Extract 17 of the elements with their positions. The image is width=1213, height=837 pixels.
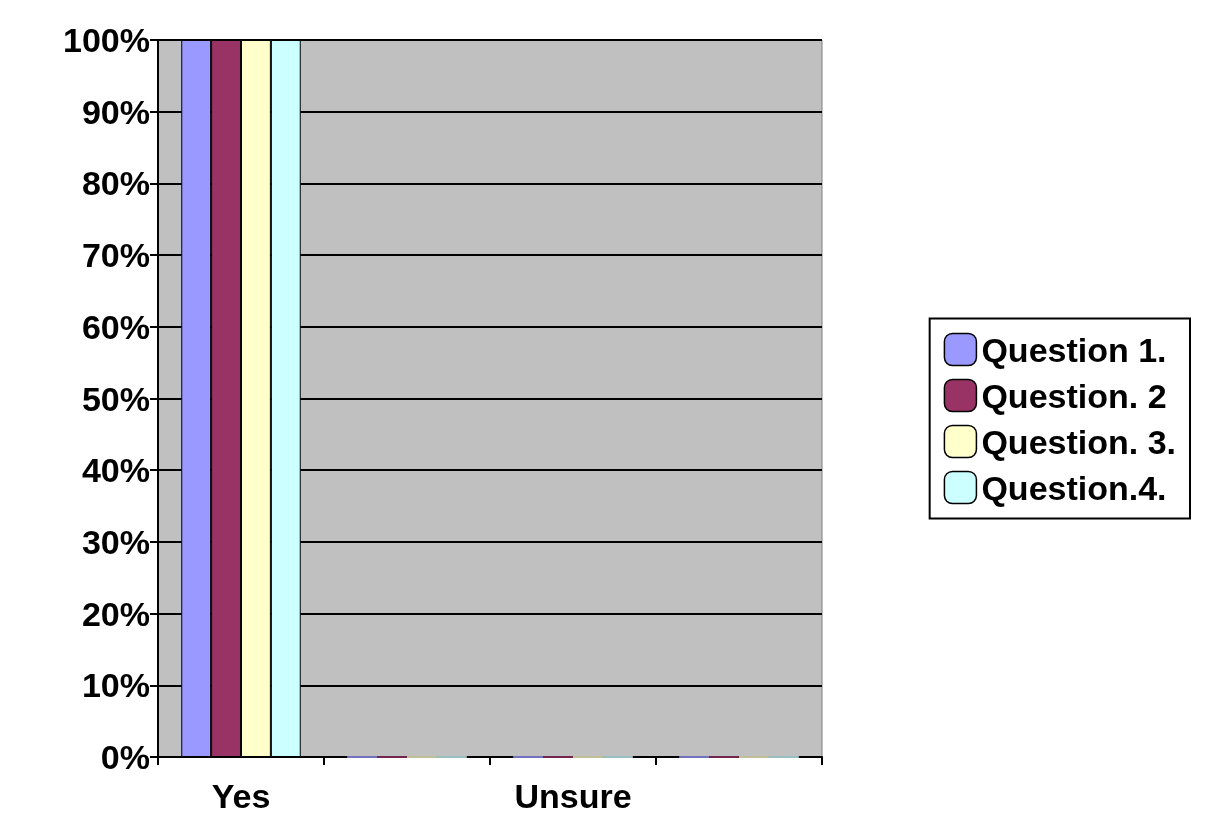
y-tick-label: 20% xyxy=(81,594,150,633)
y-tick-label: 30% xyxy=(81,522,150,561)
legend-label: Question. 3. xyxy=(981,422,1177,461)
y-tick-label: 0% xyxy=(100,738,150,776)
y-tick-label: 60% xyxy=(81,307,150,346)
legend-label: Question. 2 xyxy=(981,376,1167,415)
x-tick-label: Yes xyxy=(211,777,271,815)
legend-label: Question 1. xyxy=(981,330,1167,369)
y-tick-label: 90% xyxy=(81,92,150,131)
y-tick-label: 10% xyxy=(81,666,150,705)
y-tick-label: 70% xyxy=(81,236,150,275)
y-tick-label: 80% xyxy=(81,164,150,203)
x-tick-label: Unsure xyxy=(514,777,632,815)
y-tick-label: 40% xyxy=(81,451,150,490)
legend-label: Question.4. xyxy=(981,468,1167,507)
y-tick-label: 50% xyxy=(81,379,150,418)
y-tick-label: 100% xyxy=(63,21,150,59)
